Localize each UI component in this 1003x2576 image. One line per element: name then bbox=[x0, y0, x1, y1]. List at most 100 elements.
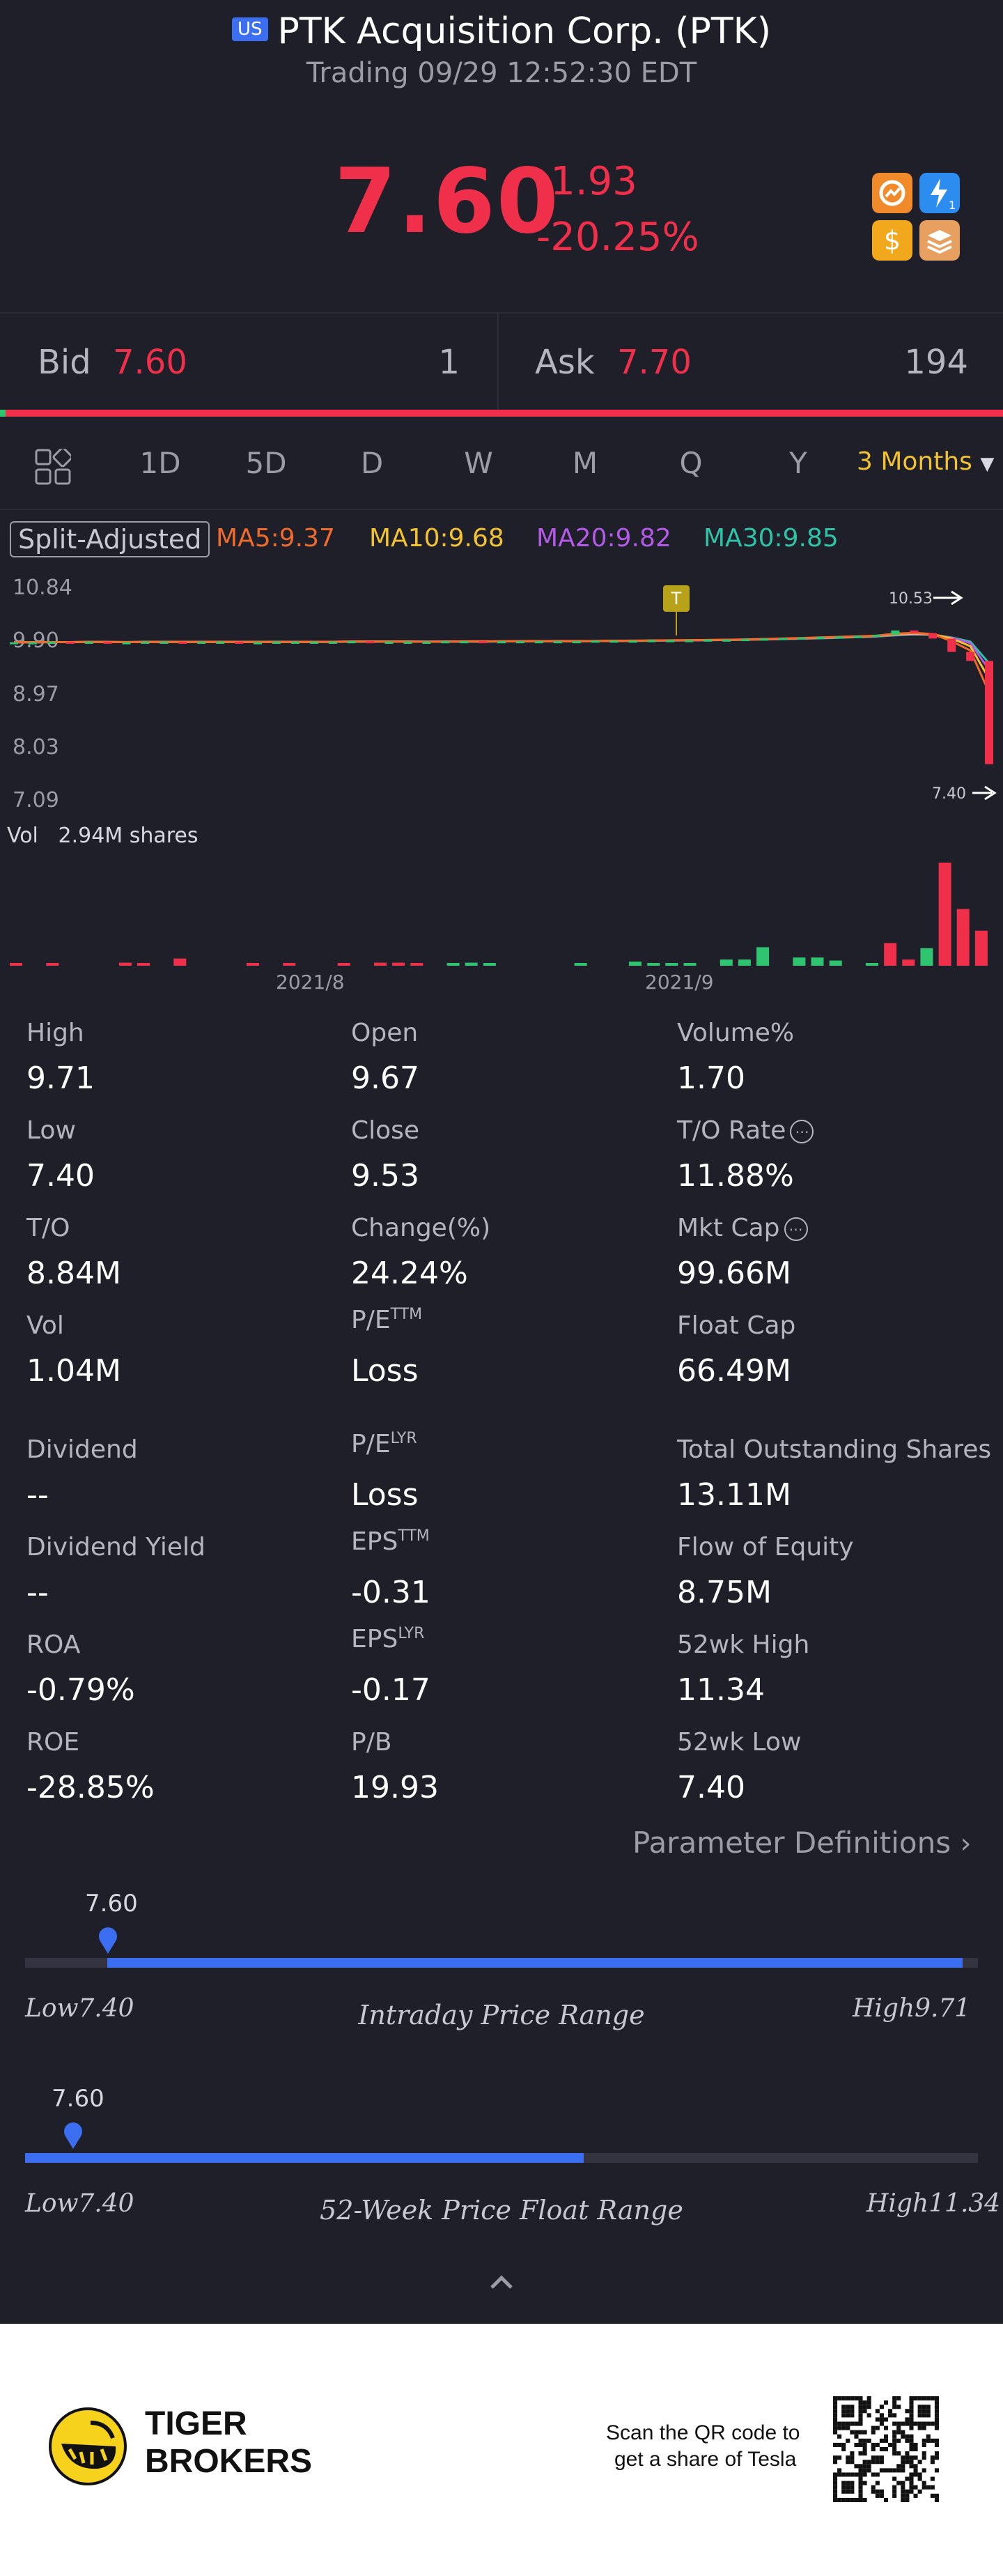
qr-module bbox=[905, 2497, 910, 2502]
qr-module bbox=[875, 2489, 880, 2494]
qr-module bbox=[833, 2425, 838, 2430]
layout-grid-icon[interactable] bbox=[35, 449, 71, 485]
qr-module bbox=[883, 2400, 889, 2405]
qr-module bbox=[909, 2460, 914, 2465]
event-marker-badge[interactable] bbox=[663, 585, 690, 612]
qr-module bbox=[833, 2455, 838, 2460]
candle bbox=[816, 637, 825, 639]
candle bbox=[759, 638, 768, 641]
tab-5d[interactable]: 5D bbox=[245, 446, 287, 480]
tab-week[interactable]: W bbox=[464, 446, 493, 480]
split-adjusted-button[interactable]: Split-Adjusted bbox=[10, 521, 210, 557]
qr-module bbox=[875, 2455, 880, 2460]
volume-title: Vol bbox=[7, 824, 38, 848]
qr-module bbox=[930, 2460, 935, 2465]
volume-bar bbox=[446, 963, 460, 966]
options-icon[interactable] bbox=[872, 173, 912, 213]
qr-module bbox=[905, 2434, 910, 2439]
qr-module bbox=[901, 2464, 905, 2469]
candle bbox=[309, 642, 318, 644]
qr-module bbox=[854, 2442, 859, 2447]
qr-module bbox=[846, 2489, 850, 2494]
volume-bar bbox=[118, 962, 132, 966]
candle bbox=[685, 640, 694, 642]
qr-module bbox=[850, 2413, 855, 2418]
qr-module bbox=[930, 2455, 935, 2460]
tab-year[interactable]: Y bbox=[789, 446, 807, 480]
volume-bar bbox=[137, 963, 150, 966]
qr-module bbox=[926, 2405, 931, 2409]
qr-module bbox=[896, 2451, 901, 2456]
qr-module bbox=[892, 2468, 897, 2473]
qr-module bbox=[892, 2451, 897, 2456]
high-marker-arrowhead bbox=[951, 590, 963, 606]
qr-module bbox=[846, 2472, 850, 2477]
candle bbox=[479, 641, 488, 644]
volume-chart[interactable] bbox=[0, 850, 1003, 969]
chevron-up-icon[interactable] bbox=[488, 2268, 515, 2296]
qr-module bbox=[850, 2430, 855, 2435]
candle bbox=[272, 642, 281, 644]
dollar-icon[interactable]: $ bbox=[872, 220, 912, 261]
info-icon[interactable]: ⋯ bbox=[784, 1217, 808, 1241]
candle bbox=[553, 641, 562, 644]
candle bbox=[891, 630, 900, 635]
volume-bar bbox=[720, 959, 733, 966]
stat-label: Close bbox=[351, 1116, 420, 1145]
trading-status: Trading 09/29 12:52:30 EDT bbox=[306, 57, 697, 89]
candle bbox=[290, 642, 300, 644]
ma5-value: MA5:9.37 bbox=[216, 524, 335, 553]
bid-quantity: 1 bbox=[438, 343, 460, 382]
info-icon[interactable]: ⋯ bbox=[790, 1120, 814, 1143]
candle bbox=[441, 641, 450, 644]
qr-module bbox=[833, 2489, 838, 2494]
qr-module bbox=[879, 2417, 884, 2422]
qr-module bbox=[879, 2493, 884, 2498]
lightning-level1-icon[interactable]: 1 bbox=[919, 173, 960, 213]
qr-module bbox=[917, 2413, 922, 2418]
tab-month[interactable]: M bbox=[572, 446, 598, 480]
volume-bar bbox=[866, 963, 878, 966]
week52-marker-icon bbox=[64, 2122, 82, 2149]
qr-module bbox=[841, 2425, 846, 2430]
candle bbox=[216, 642, 225, 644]
qr-module bbox=[850, 2455, 855, 2460]
tab-1d[interactable]: 1D bbox=[139, 446, 181, 480]
qr-module bbox=[926, 2485, 931, 2490]
qr-module bbox=[862, 2464, 867, 2469]
qr-module bbox=[905, 2460, 910, 2465]
tab-day[interactable]: D bbox=[360, 446, 384, 480]
qr-module bbox=[901, 2493, 905, 2498]
qr-module bbox=[833, 2493, 838, 2498]
qr-module bbox=[934, 2455, 939, 2460]
qr-module bbox=[862, 2405, 867, 2409]
qr-module bbox=[862, 2430, 867, 2435]
qr-module bbox=[909, 2405, 914, 2409]
qr-module bbox=[850, 2472, 855, 2477]
stack-icon[interactable] bbox=[919, 220, 960, 261]
stat-value: 11.88% bbox=[677, 1158, 794, 1194]
parameter-definitions-link[interactable]: Parameter Definitions › bbox=[632, 1826, 971, 1860]
qr-module bbox=[896, 2468, 901, 2473]
volume-bar bbox=[574, 963, 587, 966]
qr-module bbox=[905, 2421, 910, 2426]
qr-module bbox=[917, 2472, 922, 2477]
qr-module bbox=[917, 2409, 922, 2414]
stat-label: Dividend Yield bbox=[26, 1533, 205, 1561]
qr-module bbox=[892, 2430, 897, 2435]
candle bbox=[872, 635, 881, 637]
stat-value: 19.93 bbox=[351, 1770, 439, 1805]
qr-module bbox=[837, 2472, 842, 2477]
ask-label: Ask bbox=[535, 343, 595, 382]
qr-module bbox=[837, 2455, 842, 2460]
tab-quarter[interactable]: Q bbox=[679, 446, 703, 480]
brand-name-line2: BROKERS bbox=[145, 2443, 313, 2480]
qr-module bbox=[879, 2455, 884, 2460]
tab-3-months[interactable]: 3 Months ▼ bbox=[857, 447, 994, 476]
qr-module bbox=[896, 2438, 901, 2443]
candlestick-chart[interactable]: 10.53 7.40 T bbox=[0, 578, 1003, 815]
volume-bar bbox=[902, 959, 915, 966]
qr-code-icon[interactable] bbox=[833, 2396, 939, 2502]
volume-bar bbox=[647, 963, 660, 966]
candle bbox=[47, 642, 56, 644]
